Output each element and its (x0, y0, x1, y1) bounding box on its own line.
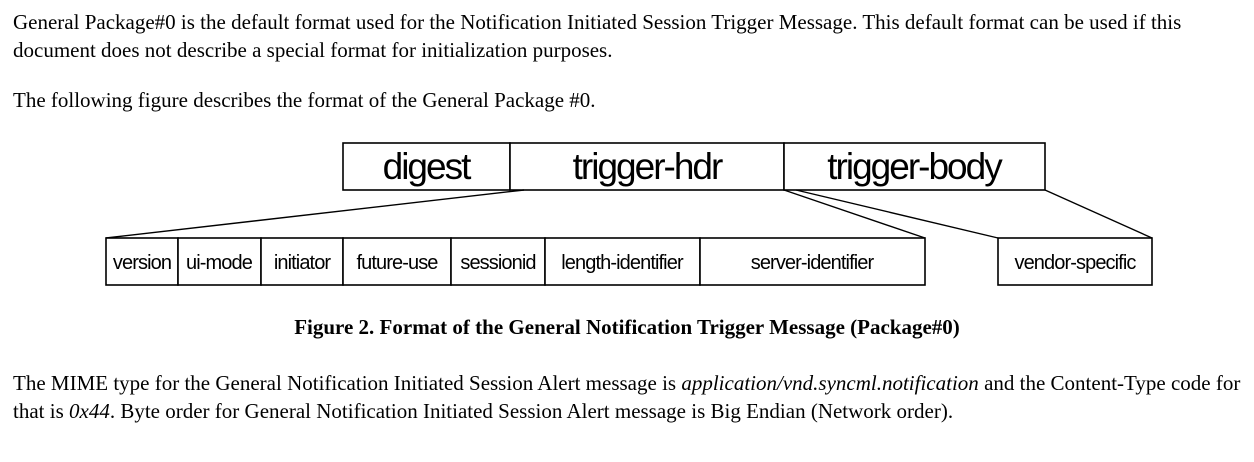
body-right-leader (1044, 189, 1153, 239)
trigger-hdr-label: trigger-hdr (573, 146, 723, 187)
content-type-code: 0x44 (69, 399, 110, 423)
trigger-body-label: trigger-body (827, 146, 1003, 187)
vendor-specific-label: vendor-specific (1014, 252, 1136, 274)
length-identifier-box (544, 237, 701, 286)
initiator-box (260, 237, 344, 286)
mime-text-3: . Byte order for General Notification In… (109, 399, 954, 423)
expansion-lines (105, 189, 1153, 239)
trigger-hdr-box (509, 142, 785, 191)
future-use-label: future-use (356, 252, 438, 274)
future-use-box (342, 237, 452, 286)
version-label: version (113, 252, 171, 274)
server-identifier-label: server-identifier (751, 252, 875, 274)
ui-mode-label: ui-mode (186, 252, 253, 274)
mime-text-2: and the Content-Type code for that is (13, 371, 1241, 423)
ui-mode-box (177, 237, 262, 286)
initiator-label: initiator (274, 252, 332, 274)
hdr-right-leader (783, 189, 926, 239)
mime-text-1: The MIME type for the General Notificati… (13, 371, 682, 395)
trigger-body-box (783, 142, 1046, 191)
body-left-leader (795, 189, 999, 239)
hdr-left-leader (105, 189, 525, 239)
figure-intro-sentence: The following figure describes the forma… (13, 88, 596, 112)
mime-paragraph: The MIME type for the General Notificati… (13, 369, 1243, 425)
top-fields-row: digest trigger-hdr trigger-body (342, 142, 1046, 191)
version-box (105, 237, 179, 286)
sessionid-box (450, 237, 546, 286)
intro-paragraph: General Package#0 is the default format … (13, 10, 1182, 62)
trigger-body-fields: vendor-specific (997, 237, 1153, 286)
length-identifier-label: length-identifier (561, 252, 684, 274)
digest-label: digest (383, 146, 472, 187)
mime-type-value: application/vnd.syncml.notification (681, 371, 979, 395)
vendor-specific-box (997, 237, 1153, 286)
figure-caption: Figure 2. Format of the General Notifica… (294, 315, 960, 339)
trigger-hdr-fields: version ui-mode initiator future-use ses… (105, 237, 926, 286)
sessionid-label: sessionid (460, 252, 535, 274)
server-identifier-box (699, 237, 926, 286)
digest-box (342, 142, 511, 191)
